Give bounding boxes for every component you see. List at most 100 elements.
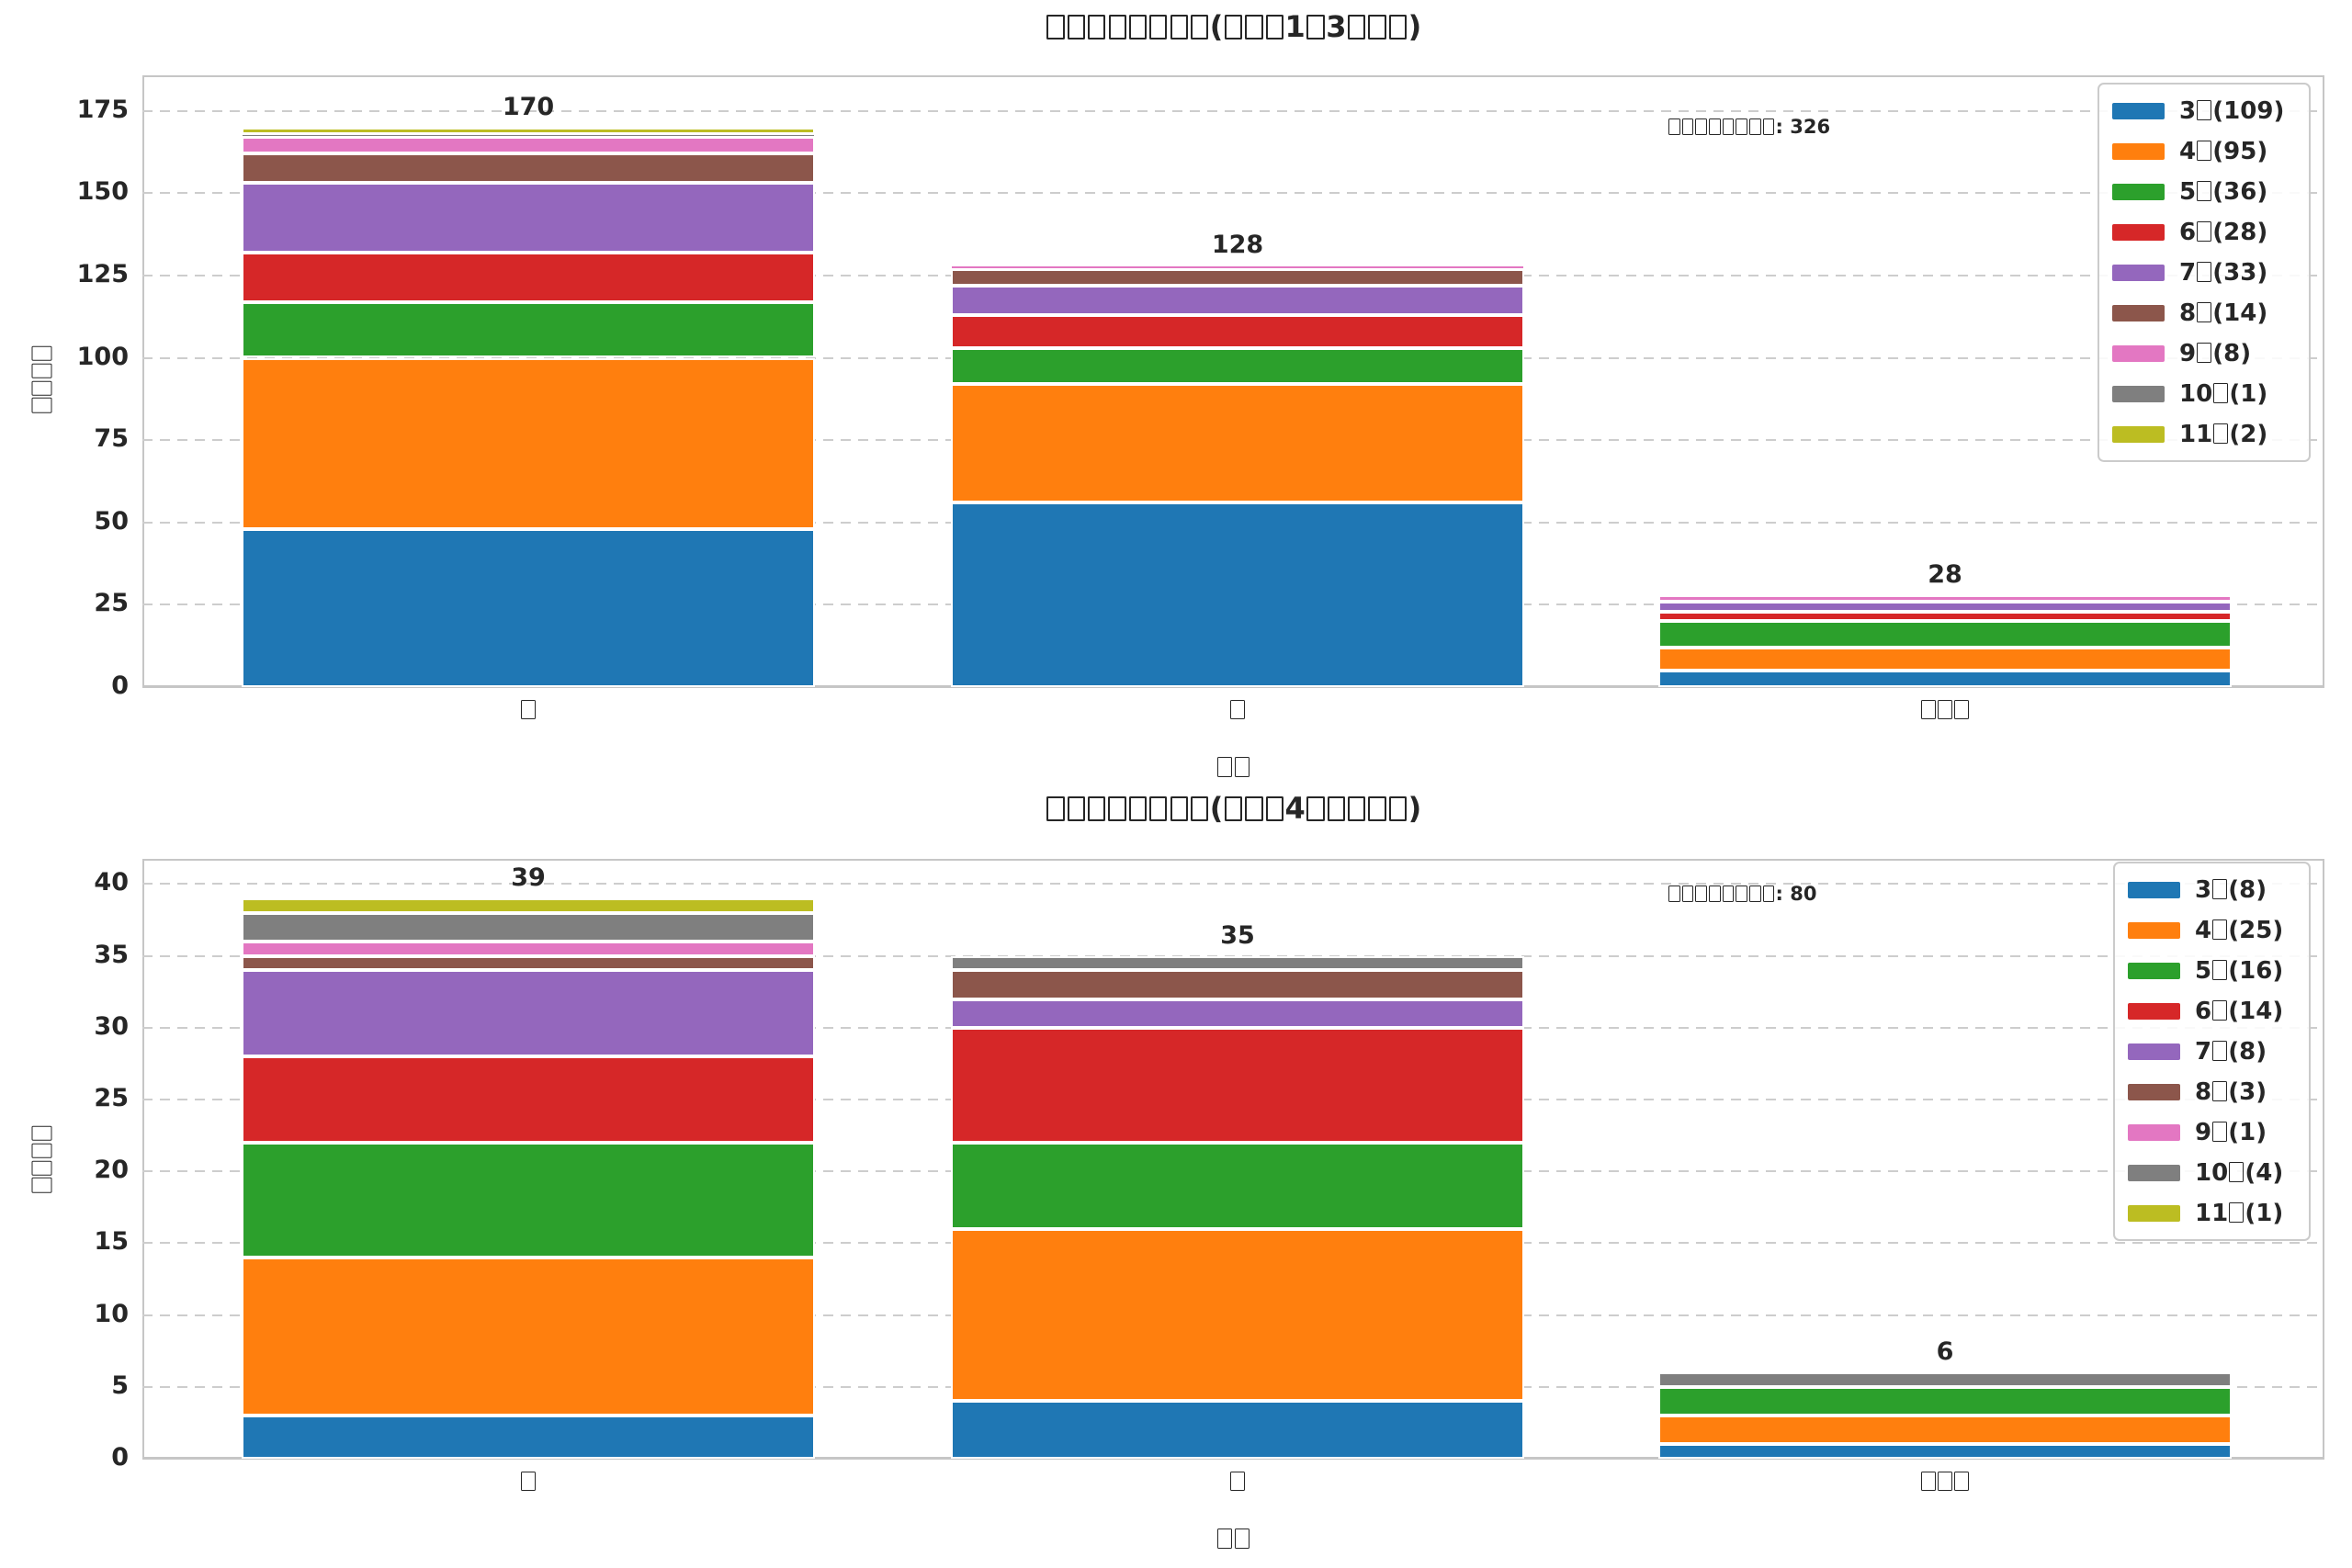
missing-glyph-box [2197,343,2211,363]
missing-glyph-box [1736,118,1748,135]
gridline-y175 [142,109,2324,112]
missing-glyph-box [2213,423,2229,444]
x-tick-label [418,696,639,724]
missing-glyph-box [1108,796,1126,821]
missing-glyph-box [1938,1471,1952,1492]
missing-glyph-box [521,699,536,720]
y-tick-label: 25 [94,589,129,618]
missing-glyph-box [1348,15,1366,39]
x-tick-label [1127,696,1348,724]
bar-total-label: 28 [1928,559,1962,589]
missing-glyph-box [1046,15,1065,39]
bar-segment-6m-cat0 [242,252,815,302]
y-tick-label: 10 [94,1299,129,1328]
legend-label: 7 (8) [2195,1037,2267,1066]
missing-glyph-box [1224,796,1243,821]
y-tick-label: 25 [94,1084,129,1112]
missing-glyph-box [1668,886,1680,902]
missing-glyph-box [1245,15,1263,39]
legend-swatch-icon [2128,1043,2180,1060]
gridline-y150 [142,192,2324,195]
gridline-y40 [142,883,2324,886]
legend-item: 11 (2) [2112,419,2296,449]
missing-glyph-box [2197,181,2211,201]
legend-label: 9 (8) [2179,339,2252,367]
legend-item: 8 (14) [2112,298,2296,328]
legend-swatch-icon [2128,1083,2180,1100]
missing-glyph-box [1709,118,1721,135]
chart-title: (4) [142,791,2324,826]
missing-glyph-box [1954,699,1969,720]
bar-segment-7m-cat2 [1658,601,2232,612]
y-tick-label: 0 [111,1443,129,1472]
legend-item: 4 (95) [2112,136,2296,166]
missing-glyph-box [1245,796,1263,821]
missing-glyph-box [1265,15,1283,39]
missing-glyph-box [1088,15,1106,39]
missing-glyph-box [1234,757,1250,778]
bar-segment-6m-cat0 [242,1056,815,1143]
legend-swatch-icon [2112,102,2165,119]
missing-glyph-box [1234,1529,1250,1550]
bar-segment-4m-cat0 [242,357,815,529]
missing-glyph-box [31,1160,52,1176]
bar-segment-8m-cat1 [951,268,1524,286]
bar-total-label: 6 [1936,1337,1954,1367]
missing-glyph-box [31,1143,52,1158]
legend-swatch-icon [2128,1002,2180,1020]
missing-glyph-box [1327,796,1345,821]
bar-segment-5m-cat0 [242,1142,815,1258]
missing-glyph-box [2212,879,2227,899]
legend-swatch-icon [2128,962,2180,979]
missing-glyph-box [1216,757,1233,778]
missing-glyph-box [31,345,52,361]
missing-glyph-box [1749,118,1761,135]
missing-glyph-box [1368,796,1386,821]
legend-label: 6 (28) [2179,218,2268,246]
legend-swatch-icon [2128,1204,2180,1222]
missing-glyph-box [521,1471,536,1492]
bar-segment-9m-cat0 [242,941,815,956]
missing-glyph-box [1190,796,1209,821]
missing-glyph-box [1954,1471,1969,1492]
missing-glyph-box [1230,699,1245,720]
bar-segment-11m-cat0 [242,127,815,134]
missing-glyph-box [31,1125,52,1141]
missing-glyph-box [1128,796,1148,821]
y-tick-label: 40 [94,868,129,897]
y-tick-label: 125 [76,259,129,288]
missing-glyph-box [2213,383,2229,403]
legend-swatch-icon [2128,881,2180,898]
bar-segment-7m-cat0 [242,970,815,1057]
y-tick-label: 0 [111,671,129,700]
legend-item: 3 (8) [2128,874,2296,905]
y-tick-label: 30 [94,1011,129,1041]
missing-glyph-box [1149,15,1168,39]
legend-swatch-icon [2128,921,2180,939]
bar-segment-10m-cat1 [951,955,1524,971]
legend-label: 4 (25) [2195,916,2284,944]
legend-label: 11 (1) [2195,1199,2284,1227]
legend-swatch-icon [2112,223,2165,241]
y-tick-label: 150 [76,177,129,207]
bar-segment-6m-cat1 [951,1027,1524,1143]
missing-glyph-box [2197,302,2211,322]
bar-segment-8m-cat1 [951,970,1524,999]
legend-swatch-icon [2112,425,2165,443]
legend-label: 5 (16) [2195,956,2284,985]
legend-label: 3 (109) [2179,96,2285,125]
missing-glyph-box [1306,15,1325,39]
legend-label: 5 (36) [2179,177,2268,206]
missing-glyph-box [1149,796,1168,821]
missing-glyph-box [31,380,52,396]
missing-glyph-box [1046,796,1065,821]
legend-item: 6 (14) [2128,996,2296,1026]
missing-glyph-box [1108,15,1126,39]
bar-segment-8m-cat0 [242,153,815,184]
y-tick-label: 50 [94,506,129,536]
legend-item: 10 (4) [2128,1157,2296,1188]
bar-segment-6m-cat1 [951,314,1524,348]
x-axis-label [142,1525,2324,1553]
missing-glyph-box [2212,919,2227,940]
total-annotation: : 80 [1668,883,1816,905]
